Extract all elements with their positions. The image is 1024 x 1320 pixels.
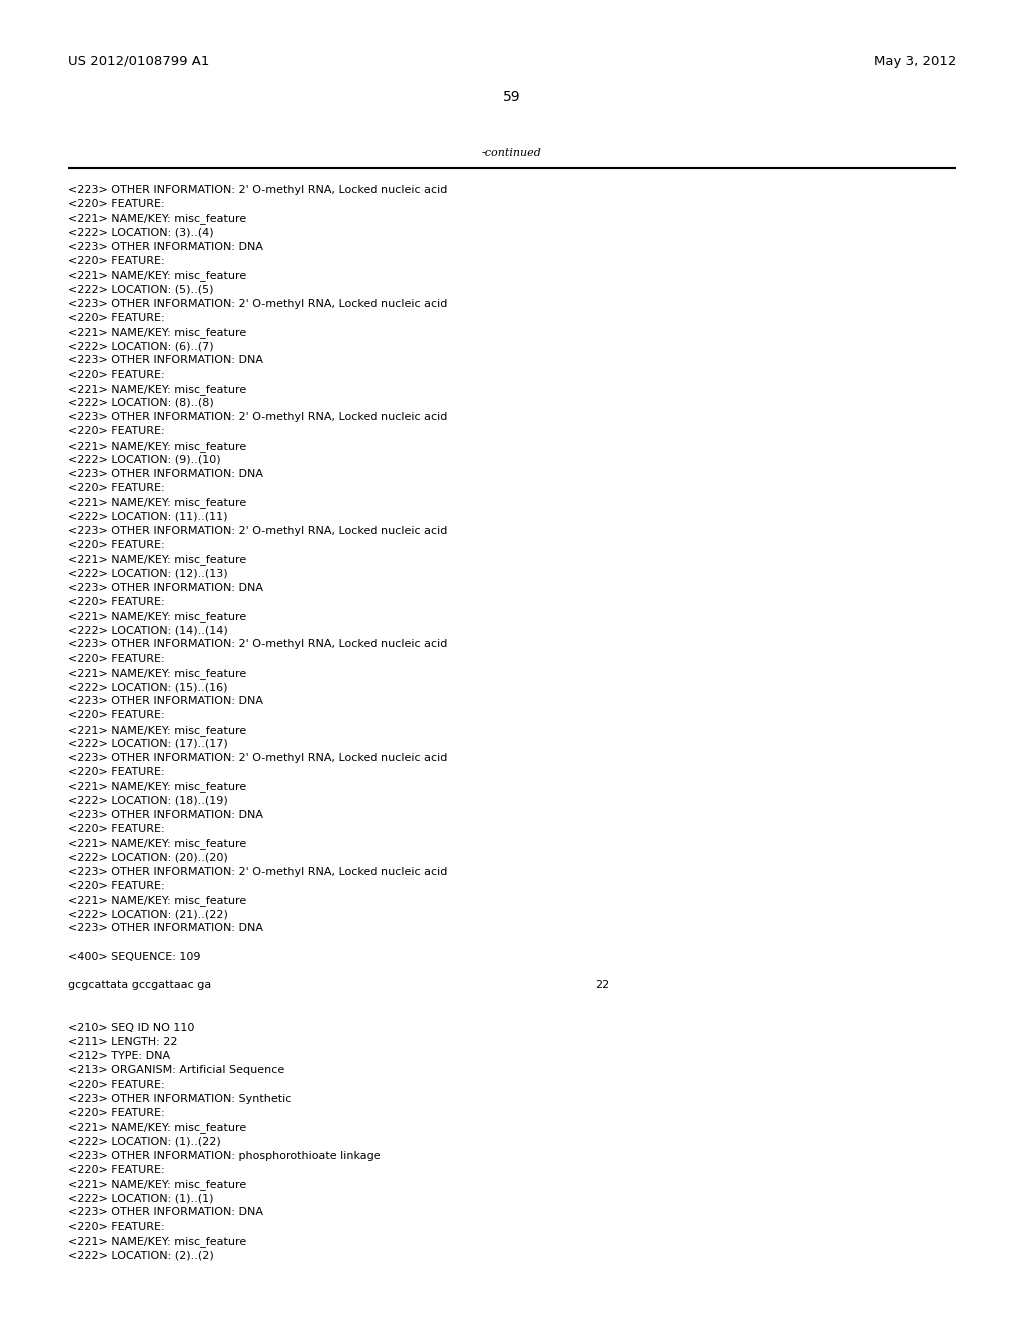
Text: <220> FEATURE:: <220> FEATURE: [68, 597, 165, 607]
Text: <223> OTHER INFORMATION: 2' O-methyl RNA, Locked nucleic acid: <223> OTHER INFORMATION: 2' O-methyl RNA… [68, 298, 447, 309]
Text: <223> OTHER INFORMATION: Synthetic: <223> OTHER INFORMATION: Synthetic [68, 1094, 292, 1104]
Text: <223> OTHER INFORMATION: 2' O-methyl RNA, Locked nucleic acid: <223> OTHER INFORMATION: 2' O-methyl RNA… [68, 639, 447, 649]
Text: <400> SEQUENCE: 109: <400> SEQUENCE: 109 [68, 952, 201, 962]
Text: <223> OTHER INFORMATION: 2' O-methyl RNA, Locked nucleic acid: <223> OTHER INFORMATION: 2' O-methyl RNA… [68, 412, 447, 422]
Text: <221> NAME/KEY: misc_feature: <221> NAME/KEY: misc_feature [68, 498, 246, 508]
Text: <222> LOCATION: (8)..(8): <222> LOCATION: (8)..(8) [68, 399, 214, 408]
Text: <221> NAME/KEY: misc_feature: <221> NAME/KEY: misc_feature [68, 895, 246, 906]
Text: <222> LOCATION: (21)..(22): <222> LOCATION: (21)..(22) [68, 909, 228, 919]
Text: <221> NAME/KEY: misc_feature: <221> NAME/KEY: misc_feature [68, 1122, 246, 1133]
Text: <220> FEATURE:: <220> FEATURE: [68, 1164, 165, 1175]
Text: <222> LOCATION: (3)..(4): <222> LOCATION: (3)..(4) [68, 227, 214, 238]
Text: <220> FEATURE:: <220> FEATURE: [68, 824, 165, 834]
Text: <221> NAME/KEY: misc_feature: <221> NAME/KEY: misc_feature [68, 271, 246, 281]
Text: <223> OTHER INFORMATION: DNA: <223> OTHER INFORMATION: DNA [68, 582, 263, 593]
Text: <222> LOCATION: (14)..(14): <222> LOCATION: (14)..(14) [68, 626, 227, 635]
Text: <221> NAME/KEY: misc_feature: <221> NAME/KEY: misc_feature [68, 1179, 246, 1189]
Text: <223> OTHER INFORMATION: 2' O-methyl RNA, Locked nucleic acid: <223> OTHER INFORMATION: 2' O-methyl RNA… [68, 752, 447, 763]
Text: <222> LOCATION: (12)..(13): <222> LOCATION: (12)..(13) [68, 569, 227, 578]
Text: <221> NAME/KEY: misc_feature: <221> NAME/KEY: misc_feature [68, 1236, 246, 1246]
Text: <221> NAME/KEY: misc_feature: <221> NAME/KEY: misc_feature [68, 781, 246, 792]
Text: <223> OTHER INFORMATION: DNA: <223> OTHER INFORMATION: DNA [68, 696, 263, 706]
Text: <222> LOCATION: (2)..(2): <222> LOCATION: (2)..(2) [68, 1250, 214, 1261]
Text: <221> NAME/KEY: misc_feature: <221> NAME/KEY: misc_feature [68, 384, 246, 395]
Text: <222> LOCATION: (20)..(20): <222> LOCATION: (20)..(20) [68, 853, 227, 862]
Text: <223> OTHER INFORMATION: 2' O-methyl RNA, Locked nucleic acid: <223> OTHER INFORMATION: 2' O-methyl RNA… [68, 525, 447, 536]
Text: <222> LOCATION: (18)..(19): <222> LOCATION: (18)..(19) [68, 796, 227, 805]
Text: <212> TYPE: DNA: <212> TYPE: DNA [68, 1051, 170, 1061]
Text: <222> LOCATION: (1)..(22): <222> LOCATION: (1)..(22) [68, 1137, 221, 1146]
Text: <220> FEATURE:: <220> FEATURE: [68, 1107, 165, 1118]
Text: <222> LOCATION: (1)..(1): <222> LOCATION: (1)..(1) [68, 1193, 213, 1204]
Text: <223> OTHER INFORMATION: 2' O-methyl RNA, Locked nucleic acid: <223> OTHER INFORMATION: 2' O-methyl RNA… [68, 867, 447, 876]
Text: <220> FEATURE:: <220> FEATURE: [68, 199, 165, 209]
Text: <222> LOCATION: (17)..(17): <222> LOCATION: (17)..(17) [68, 739, 227, 748]
Text: <223> OTHER INFORMATION: DNA: <223> OTHER INFORMATION: DNA [68, 924, 263, 933]
Text: -continued: -continued [482, 148, 542, 158]
Text: <221> NAME/KEY: misc_feature: <221> NAME/KEY: misc_feature [68, 554, 246, 565]
Text: <210> SEQ ID NO 110: <210> SEQ ID NO 110 [68, 1023, 195, 1032]
Text: 59: 59 [503, 90, 521, 104]
Text: <220> FEATURE:: <220> FEATURE: [68, 256, 165, 267]
Text: <220> FEATURE:: <220> FEATURE: [68, 767, 165, 777]
Text: <221> NAME/KEY: misc_feature: <221> NAME/KEY: misc_feature [68, 725, 246, 735]
Text: <220> FEATURE:: <220> FEATURE: [68, 1221, 165, 1232]
Text: <222> LOCATION: (11)..(11): <222> LOCATION: (11)..(11) [68, 512, 227, 521]
Text: <220> FEATURE:: <220> FEATURE: [68, 653, 165, 664]
Text: <223> OTHER INFORMATION: phosphorothioate linkage: <223> OTHER INFORMATION: phosphorothioat… [68, 1151, 381, 1160]
Text: gcgcattata gccgattaac ga: gcgcattata gccgattaac ga [68, 981, 211, 990]
Text: US 2012/0108799 A1: US 2012/0108799 A1 [68, 55, 209, 69]
Text: <220> FEATURE:: <220> FEATURE: [68, 483, 165, 494]
Text: <221> NAME/KEY: misc_feature: <221> NAME/KEY: misc_feature [68, 611, 246, 622]
Text: May 3, 2012: May 3, 2012 [873, 55, 956, 69]
Text: <220> FEATURE:: <220> FEATURE: [68, 710, 165, 721]
Text: <223> OTHER INFORMATION: 2' O-methyl RNA, Locked nucleic acid: <223> OTHER INFORMATION: 2' O-methyl RNA… [68, 185, 447, 195]
Text: <223> OTHER INFORMATION: DNA: <223> OTHER INFORMATION: DNA [68, 469, 263, 479]
Text: <213> ORGANISM: Artificial Sequence: <213> ORGANISM: Artificial Sequence [68, 1065, 285, 1076]
Text: <223> OTHER INFORMATION: DNA: <223> OTHER INFORMATION: DNA [68, 242, 263, 252]
Text: <221> NAME/KEY: misc_feature: <221> NAME/KEY: misc_feature [68, 668, 246, 678]
Text: <223> OTHER INFORMATION: DNA: <223> OTHER INFORMATION: DNA [68, 1208, 263, 1217]
Text: <220> FEATURE:: <220> FEATURE: [68, 880, 165, 891]
Text: <221> NAME/KEY: misc_feature: <221> NAME/KEY: misc_feature [68, 214, 246, 224]
Text: <221> NAME/KEY: misc_feature: <221> NAME/KEY: misc_feature [68, 327, 246, 338]
Text: <222> LOCATION: (6)..(7): <222> LOCATION: (6)..(7) [68, 341, 214, 351]
Text: <220> FEATURE:: <220> FEATURE: [68, 426, 165, 437]
Text: <220> FEATURE:: <220> FEATURE: [68, 1080, 165, 1089]
Text: <222> LOCATION: (5)..(5): <222> LOCATION: (5)..(5) [68, 284, 213, 294]
Text: <220> FEATURE:: <220> FEATURE: [68, 370, 165, 380]
Text: <220> FEATURE:: <220> FEATURE: [68, 313, 165, 323]
Text: <221> NAME/KEY: misc_feature: <221> NAME/KEY: misc_feature [68, 441, 246, 451]
Text: 22: 22 [595, 981, 609, 990]
Text: <223> OTHER INFORMATION: DNA: <223> OTHER INFORMATION: DNA [68, 809, 263, 820]
Text: <220> FEATURE:: <220> FEATURE: [68, 540, 165, 550]
Text: <223> OTHER INFORMATION: DNA: <223> OTHER INFORMATION: DNA [68, 355, 263, 366]
Text: <221> NAME/KEY: misc_feature: <221> NAME/KEY: misc_feature [68, 838, 246, 849]
Text: <222> LOCATION: (9)..(10): <222> LOCATION: (9)..(10) [68, 455, 220, 465]
Text: <222> LOCATION: (15)..(16): <222> LOCATION: (15)..(16) [68, 682, 227, 692]
Text: <211> LENGTH: 22: <211> LENGTH: 22 [68, 1038, 177, 1047]
